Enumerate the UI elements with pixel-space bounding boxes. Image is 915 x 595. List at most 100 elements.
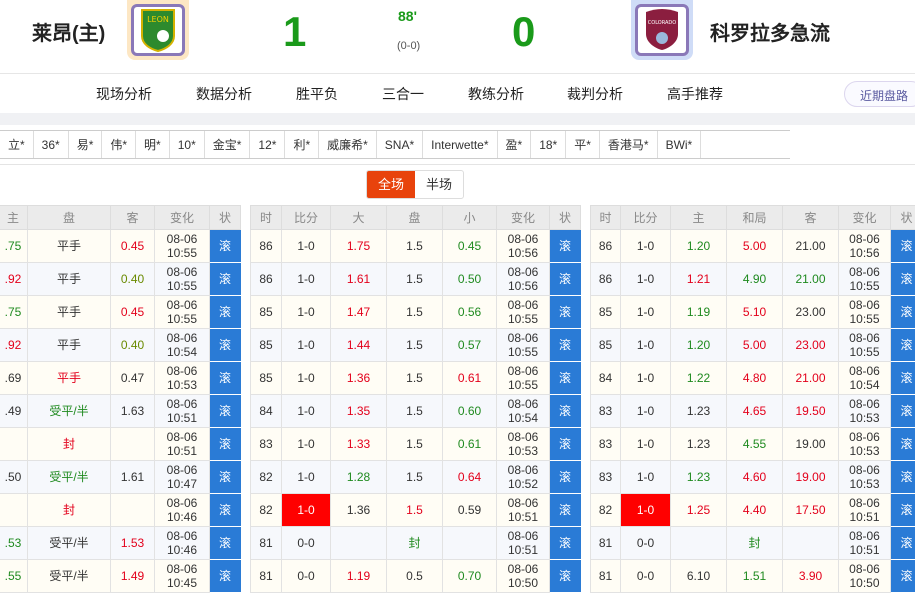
- live-status-badge[interactable]: 滚: [549, 493, 581, 527]
- nav-item[interactable]: 教练分析: [468, 86, 524, 102]
- live-status-badge[interactable]: 滚: [549, 328, 581, 362]
- live-status-badge[interactable]: 滚: [549, 295, 581, 329]
- live-status-badge[interactable]: 滚: [209, 493, 241, 527]
- live-status-badge[interactable]: 滚: [209, 229, 241, 263]
- odds-cell: 1.35: [330, 394, 387, 428]
- change-time-cell: 08-06 10:54: [496, 394, 550, 428]
- live-status-badge[interactable]: 滚: [890, 361, 915, 395]
- live-status-badge[interactable]: 滚: [890, 229, 915, 263]
- live-status-badge[interactable]: 滚: [549, 427, 581, 461]
- change-time-cell: 08-06 10:54: [154, 328, 210, 362]
- live-status-badge[interactable]: 滚: [890, 460, 915, 494]
- live-status-badge[interactable]: 滚: [209, 427, 241, 461]
- odds-cell: 1.5: [386, 427, 443, 461]
- odds-cell: 1.63: [110, 394, 155, 428]
- live-status-badge[interactable]: 滚: [209, 394, 241, 428]
- bookmaker-tab[interactable]: 伟*: [102, 131, 137, 158]
- odds-cell: 4.90: [726, 262, 783, 296]
- change-time-cell: 08-06 10:50: [838, 559, 891, 593]
- bookmaker-tab[interactable]: 立*: [0, 131, 34, 158]
- live-status-badge[interactable]: 滚: [549, 394, 581, 428]
- odds-cell: 0.61: [442, 427, 497, 461]
- nav-item[interactable]: 高手推荐: [667, 86, 723, 102]
- live-status-badge[interactable]: 滚: [209, 460, 241, 494]
- home-team-logo: LEON: [127, 0, 189, 60]
- live-status-badge[interactable]: 滚: [549, 361, 581, 395]
- bookmaker-tab[interactable]: 12*: [250, 131, 286, 158]
- bookmaker-tab[interactable]: Interwette*: [423, 131, 498, 158]
- odds-cell: 3.90: [782, 559, 839, 593]
- odds-cell: 受平/半: [27, 394, 111, 428]
- odds-cell: 6.10: [670, 559, 727, 593]
- table-row: 83 1-0 1.23 4.60 19.00 08-06 10:53 滚: [590, 460, 915, 494]
- change-time-cell: 08-06 10:53: [838, 427, 891, 461]
- half-time-tab[interactable]: 半场: [426, 177, 453, 192]
- live-status-badge[interactable]: 滚: [890, 394, 915, 428]
- bookmaker-tab[interactable]: 金宝*: [205, 131, 251, 158]
- live-status-badge[interactable]: 滚: [549, 559, 581, 593]
- odds-cell: 1.5: [386, 460, 443, 494]
- bookmaker-tab[interactable]: 易*: [69, 131, 103, 158]
- recent-trends-button[interactable]: 近期盘路: [844, 81, 915, 107]
- nav-item[interactable]: 现场分析: [96, 86, 152, 102]
- change-time-cell: 08-06 10:46: [154, 493, 210, 527]
- odds-cell: 0.45: [442, 229, 497, 263]
- odds-cell: 19.00: [782, 460, 839, 494]
- change-time-cell: 08-06 10:55: [496, 361, 550, 395]
- column-header: 盘: [27, 205, 111, 230]
- column-header: 比分: [620, 205, 671, 230]
- odds-cell: [0, 493, 28, 527]
- odds-cell: 4.60: [726, 460, 783, 494]
- table-row: .49 受平/半 1.63 08-06 10:51 滚: [0, 394, 241, 428]
- odds-cell: 23.00: [782, 295, 839, 329]
- live-status-badge[interactable]: 滚: [209, 361, 241, 395]
- nav-item[interactable]: 三合一: [382, 86, 424, 102]
- bookmaker-tab[interactable]: 10*: [170, 131, 205, 158]
- bookmaker-tab[interactable]: 香港马*: [600, 131, 658, 158]
- live-status-badge[interactable]: 滚: [890, 493, 915, 527]
- full-time-tab[interactable]: 全场: [367, 171, 416, 198]
- live-status-badge[interactable]: 滚: [209, 262, 241, 296]
- bookmaker-tab[interactable]: 18*: [531, 131, 567, 158]
- bookmaker-tab[interactable]: 36*: [34, 131, 69, 158]
- live-status-badge[interactable]: 滚: [549, 526, 581, 560]
- column-header: 主: [0, 205, 28, 230]
- live-status-badge[interactable]: 滚: [890, 262, 915, 296]
- odds-cell: .55: [0, 559, 28, 593]
- live-status-badge[interactable]: 滚: [890, 328, 915, 362]
- odds-cell: 1-0: [281, 328, 331, 362]
- live-status-badge[interactable]: 滚: [890, 427, 915, 461]
- match-minute: 88': [398, 8, 417, 24]
- live-status-badge[interactable]: 滚: [209, 328, 241, 362]
- bookmaker-tab[interactable]: SNA*: [377, 131, 424, 158]
- nav-item[interactable]: 胜平负: [296, 86, 338, 102]
- odds-cell: .75: [0, 229, 28, 263]
- bookmaker-tab[interactable]: 明*: [136, 131, 170, 158]
- live-status-badge[interactable]: 滚: [209, 295, 241, 329]
- odds-cell: 1-0: [281, 394, 331, 428]
- odds-cell: 1.47: [330, 295, 387, 329]
- nav-item[interactable]: 数据分析: [196, 86, 252, 102]
- live-status-badge[interactable]: 滚: [890, 295, 915, 329]
- bookmaker-tab[interactable]: 盈*: [498, 131, 532, 158]
- bookmaker-tab[interactable]: 威廉希*: [319, 131, 377, 158]
- column-header: 盘: [386, 205, 443, 230]
- live-status-badge[interactable]: 滚: [890, 559, 915, 593]
- odds-cell: 1-0: [281, 229, 331, 263]
- odds-cell: 受平/半: [27, 526, 111, 560]
- table-row: .75 平手 0.45 08-06 10:55 滚: [0, 295, 241, 329]
- live-status-badge[interactable]: 滚: [549, 262, 581, 296]
- bookmaker-tab[interactable]: 平*: [566, 131, 600, 158]
- bookmaker-tab[interactable]: BWi*: [658, 131, 702, 158]
- bookmaker-tab[interactable]: 利*: [285, 131, 320, 158]
- change-time-cell: 08-06 10:54: [838, 361, 891, 395]
- live-status-badge[interactable]: 滚: [890, 526, 915, 560]
- live-status-badge[interactable]: 滚: [549, 460, 581, 494]
- live-status-badge[interactable]: 滚: [549, 229, 581, 263]
- over-under-table: 时比分大盘小变化状 86 1-0 1.75 1.5 0.45 08-06 10:56 滚 86 1…: [250, 205, 581, 593]
- live-status-badge[interactable]: 滚: [209, 526, 241, 560]
- table-row: 84 1-0 1.22 4.80 21.00 08-06 10:54 滚: [590, 361, 915, 395]
- live-status-badge[interactable]: 滚: [209, 559, 241, 593]
- nav-item[interactable]: 裁判分析: [567, 86, 623, 102]
- table-row: .53 受平/半 1.53 08-06 10:46 滚: [0, 526, 241, 560]
